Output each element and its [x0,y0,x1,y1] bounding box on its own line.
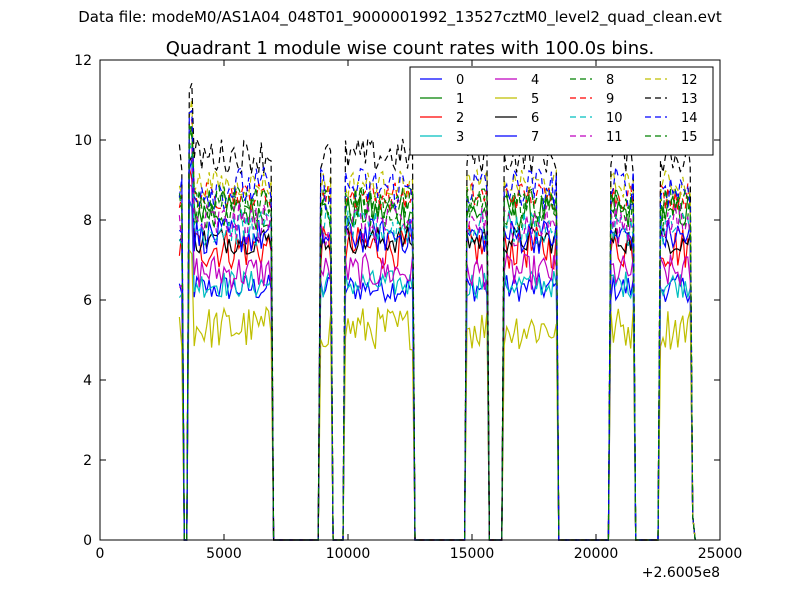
legend-label-11: 11 [606,130,623,145]
legend-label-7: 7 [531,130,539,145]
series-line-15 [178,124,696,541]
legend-label-8: 8 [606,73,614,88]
x-tick-label: 10000 [326,546,371,562]
x-tick-label: 25000 [698,546,743,562]
x-tick-label: 5000 [206,546,242,562]
y-tick-label: 12 [74,53,92,69]
x-offset-label: +2.6005e8 [642,565,720,581]
y-tick-label: 6 [83,293,92,309]
legend-label-15: 15 [681,130,698,145]
y-tick-label: 4 [83,373,92,389]
x-tick-label: 20000 [574,546,619,562]
legend-label-0: 0 [456,73,464,88]
x-tick-label: 0 [96,546,105,562]
chart-title: Quadrant 1 module wise count rates with … [166,38,655,59]
series-line-1 [179,125,696,541]
legend-label-4: 4 [531,73,539,88]
x-tick-label: 15000 [450,546,495,562]
series-line-9 [178,117,696,541]
legend-label-6: 6 [531,111,539,126]
legend-label-13: 13 [681,92,698,107]
y-tick-label: 0 [83,533,92,549]
data-file-title: Data file: modeM0/AS1A04_048T01_90000019… [78,8,722,26]
legend-label-3: 3 [456,130,464,145]
series-line-8 [178,125,696,541]
legend-label-9: 9 [606,92,614,107]
y-tick-label: 8 [83,213,92,229]
legend-label-5: 5 [531,92,539,107]
y-tick-label: 10 [74,133,92,149]
legend-label-2: 2 [456,111,464,126]
y-tick-label: 2 [83,453,92,469]
legend-label-1: 1 [456,92,464,107]
legend-label-10: 10 [606,111,623,126]
legend-box [409,66,714,156]
legend-label-14: 14 [681,111,698,126]
legend-label-12: 12 [681,73,698,88]
series-line-14 [178,109,696,541]
